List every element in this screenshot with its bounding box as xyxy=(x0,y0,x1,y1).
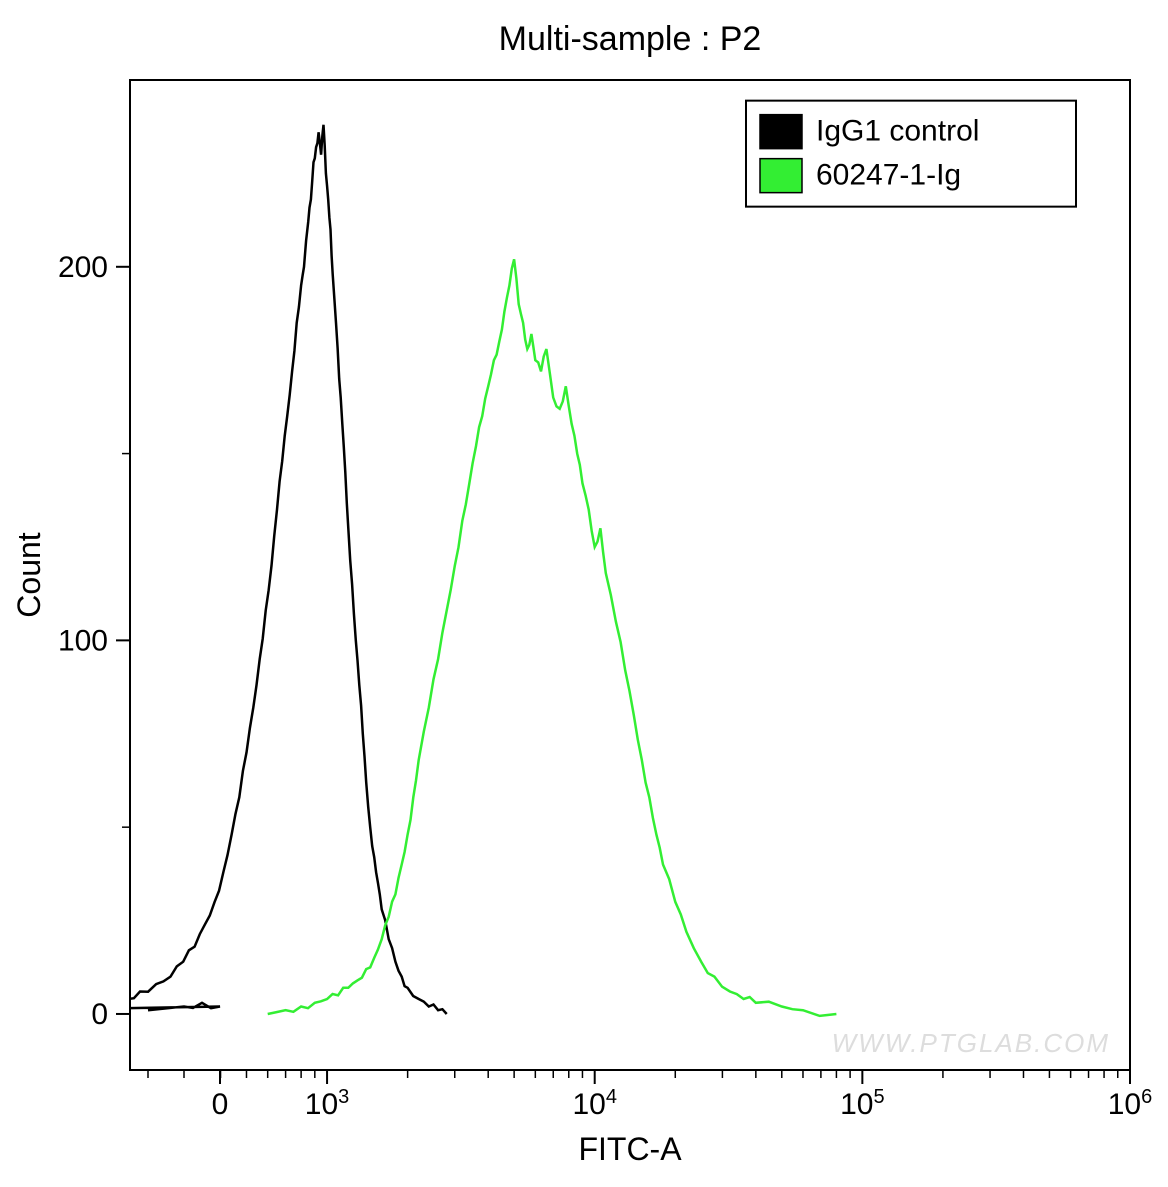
legend-swatch xyxy=(760,159,802,193)
y-tick-label: 0 xyxy=(91,998,108,1031)
x-tick-label: 105 xyxy=(840,1086,885,1121)
x-tick-label: 106 xyxy=(1108,1086,1153,1121)
x-axis-label: FITC-A xyxy=(578,1131,682,1167)
y-tick-label: 200 xyxy=(58,251,108,284)
flow-cytometry-histogram: Multi-sample : P2 0 100 200 Count 0 103 104 105 1… xyxy=(0,0,1168,1187)
x-tick-label: 0 xyxy=(212,1088,229,1121)
legend-label: IgG1 control xyxy=(816,115,979,148)
chart-svg: Multi-sample : P2 0 100 200 Count 0 103 104 105 1… xyxy=(0,0,1168,1187)
x-tick-label: 104 xyxy=(572,1086,617,1121)
y-axis-label: Count xyxy=(11,532,47,618)
legend-swatch xyxy=(760,115,802,149)
x-tick-label: 103 xyxy=(305,1086,350,1121)
legend-label: 60247-1-Ig xyxy=(816,159,961,192)
watermark: WWW.PTGLAB.COM xyxy=(832,1028,1110,1058)
series-60247-1-ig xyxy=(268,259,837,1016)
y-tick-label: 100 xyxy=(58,624,108,657)
chart-title: Multi-sample : P2 xyxy=(499,20,762,58)
